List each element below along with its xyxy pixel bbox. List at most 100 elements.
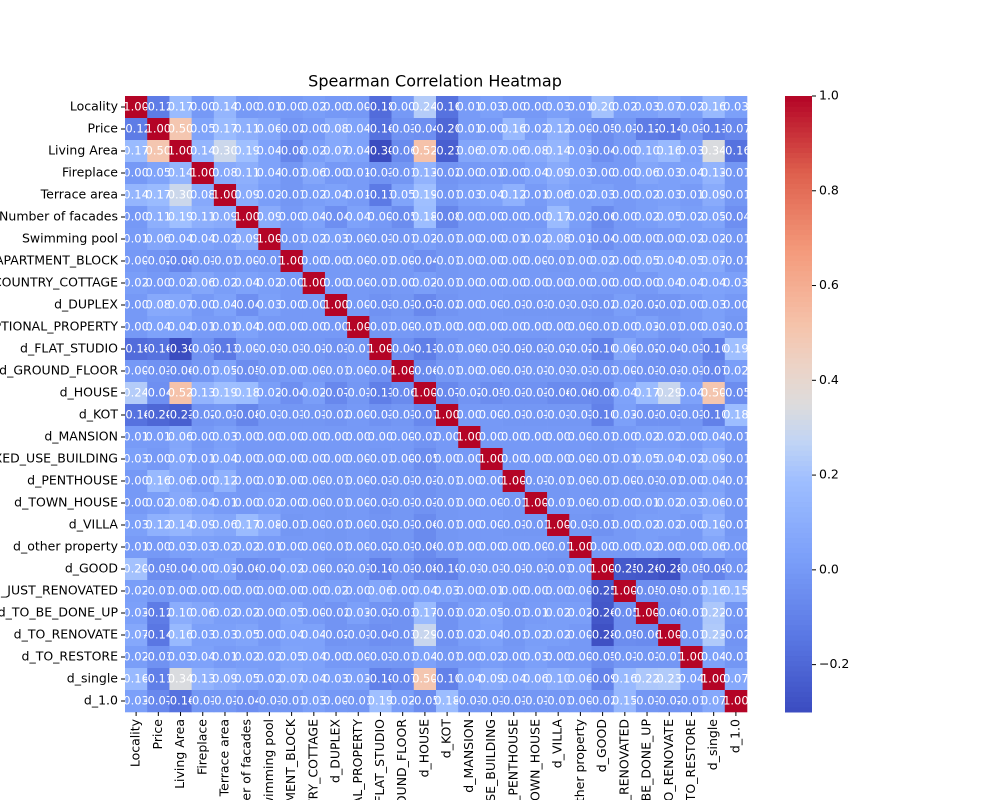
cell-label: 0.00 [257,452,283,466]
cell-label: 0.19 [412,188,438,202]
heatmap-cell [591,448,615,471]
heatmap-cell [658,536,681,559]
cell-label: 0.00 [457,320,483,334]
cell-label: -0.08 [166,254,196,268]
heatmap-cell [302,514,326,537]
heatmap-cell [258,162,281,185]
colorbar-segment [785,445,812,451]
heatmap-cell [524,646,548,669]
x-tick-label: d_single [705,719,720,770]
heatmap-cell [658,250,681,273]
cell-label: 0.00 [612,276,638,290]
heatmap-cell [258,228,281,251]
cell-label: -0.05 [721,386,751,400]
cell-label: 0.00 [257,320,283,334]
colorbar-segment [785,362,812,369]
heatmap-cell [480,690,503,713]
y-tick-label: d_single [67,671,118,686]
colorbar-segment [785,609,812,615]
cell-label: 0.00 [368,210,394,224]
heatmap-cell [258,536,281,559]
cell-label: 0.00 [457,254,483,268]
cell-label: 1.00 [146,122,172,136]
heatmap-cell [147,580,170,603]
cell-label: 0.30 [212,144,238,158]
heatmap-cell [191,448,215,471]
heatmap-cell [125,404,148,427]
heatmap-cell [347,470,370,493]
cell-label: 0.04 [457,672,483,686]
colorbar-segment [785,214,812,220]
cell-label: -0.02 [321,562,351,576]
heatmap-cell [302,426,326,449]
heatmap-cell [302,96,326,119]
heatmap-cell [547,492,570,515]
cell-label: 0.00 [457,210,483,224]
cell-label: -0.01 [721,430,751,444]
cell-label: 1.00 [590,562,616,576]
heatmap-cell [436,690,459,713]
cell-label: -0.16 [143,342,173,356]
heatmap-cell [391,162,415,185]
heatmap-cell [591,96,615,119]
colorbar-segment [785,327,812,333]
heatmap-cell [191,668,215,691]
cell-label: 0.12 [545,122,571,136]
colorbar-segment [785,650,812,657]
heatmap-cell [635,140,659,163]
cell-label: 0.06 [545,188,571,202]
heatmap-cell [635,514,659,537]
colorbar-tick-label: 0.2 [819,467,839,482]
cell-label: 0.00 [345,430,371,444]
heatmap-cell [213,514,237,537]
heatmap-cell [436,558,459,581]
heatmap-cell [458,294,481,317]
heatmap-cell [280,580,304,603]
cell-label: 0.00 [257,628,283,642]
heatmap-cell [613,250,637,273]
cell-label: -0.01 [521,518,551,532]
cell-label: 0.00 [390,276,416,290]
cell-label: -0.16 [166,694,196,708]
cell-label: 1.00 [501,474,527,488]
cell-label: 0.01 [257,474,283,488]
cell-label: 0.04 [345,122,371,136]
cell-label: -0.10 [432,672,462,686]
colorbar-segment [785,121,812,128]
heatmap-cell [347,140,370,163]
cell-label: 0.00 [123,298,149,312]
cell-label: -0.01 [366,254,396,268]
heatmap-cell [125,206,148,229]
heatmap-cell [680,624,703,647]
heatmap-cell [391,624,415,647]
cell-label: -0.03 [521,342,551,356]
heatmap-cell [147,162,170,185]
cell-label: -0.23 [432,144,462,158]
heatmap-cell [458,316,481,339]
heatmap-cell [213,668,237,691]
heatmap-cell [458,404,481,427]
heatmap-cell [635,646,659,669]
heatmap-cell [369,426,392,449]
cell-label: 0.03 [190,628,216,642]
heatmap-cell [502,338,526,361]
cell-label: 0.04 [279,628,305,642]
cell-label: 0.00 [279,100,305,114]
heatmap-cell [591,118,615,141]
colorbar-segment [785,347,812,354]
heatmap-cell [569,404,592,427]
heatmap-cell [302,624,326,647]
cell-label: 0.22 [634,672,660,686]
heatmap-cell [147,360,170,383]
cell-label: 0.00 [479,232,505,246]
cell-label: 0.03 [590,188,616,202]
cell-label: 0.00 [323,430,349,444]
cell-label: 0.19 [168,210,194,224]
cell-label: 0.08 [212,166,238,180]
heatmap-cell [236,228,259,251]
cell-label: -0.01 [277,342,307,356]
heatmap-cell [480,250,503,273]
heatmap-cell [258,184,281,207]
heatmap-cell [547,162,570,185]
cell-label: 0.00 [545,430,571,444]
